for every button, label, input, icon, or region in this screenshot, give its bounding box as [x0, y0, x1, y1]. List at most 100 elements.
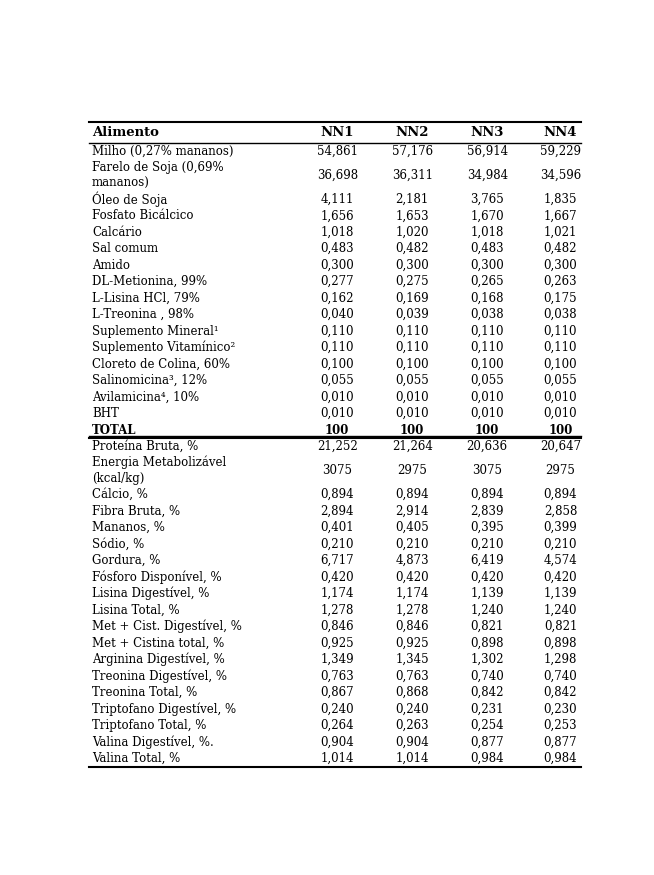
Text: 0,210: 0,210: [396, 537, 429, 550]
Text: 1,278: 1,278: [396, 604, 429, 617]
Text: 1,345: 1,345: [396, 653, 429, 666]
Text: 0,740: 0,740: [470, 669, 504, 682]
Text: NN1: NN1: [320, 126, 354, 139]
Text: 0,277: 0,277: [320, 276, 354, 288]
Text: 0,100: 0,100: [543, 358, 577, 371]
Text: 0,110: 0,110: [320, 325, 354, 338]
Text: 0,010: 0,010: [470, 390, 504, 403]
Text: 0,110: 0,110: [470, 341, 504, 354]
Text: 0,483: 0,483: [470, 242, 504, 256]
Text: Energia Metabolizável: Energia Metabolizável: [92, 456, 226, 470]
Text: Calcário: Calcário: [92, 226, 142, 239]
Text: 6,419: 6,419: [470, 554, 504, 567]
Text: 4,873: 4,873: [396, 554, 429, 567]
Text: 100: 100: [325, 424, 349, 437]
Text: Avilamicina⁴, 10%: Avilamicina⁴, 10%: [92, 390, 199, 403]
Text: 0,925: 0,925: [320, 636, 354, 649]
Text: 0,401: 0,401: [320, 521, 354, 534]
Text: 54,861: 54,861: [317, 145, 358, 158]
Text: 0,925: 0,925: [396, 636, 429, 649]
Text: 2,894: 2,894: [320, 505, 354, 517]
Text: 0,300: 0,300: [395, 259, 429, 272]
Text: 1,278: 1,278: [320, 604, 354, 617]
Text: 0,894: 0,894: [470, 488, 504, 501]
Text: Sódio, %: Sódio, %: [92, 537, 144, 550]
Text: 0,821: 0,821: [470, 620, 504, 633]
Text: 57,176: 57,176: [392, 145, 433, 158]
Text: Treonina Digestível, %: Treonina Digestível, %: [92, 669, 227, 682]
Text: 1,174: 1,174: [396, 587, 429, 600]
Text: 0,894: 0,894: [543, 488, 577, 501]
Text: 1,020: 1,020: [396, 226, 429, 239]
Text: Fósforo Disponível, %: Fósforo Disponível, %: [92, 570, 222, 584]
Text: 1,240: 1,240: [470, 604, 504, 617]
Text: 4,574: 4,574: [543, 554, 577, 567]
Text: 0,894: 0,894: [396, 488, 429, 501]
Text: NN3: NN3: [470, 126, 504, 139]
Text: 0,210: 0,210: [320, 537, 354, 550]
Text: 0,110: 0,110: [396, 325, 429, 338]
Text: 1,670: 1,670: [470, 209, 504, 222]
Text: Alimento: Alimento: [92, 126, 159, 139]
Text: 20,636: 20,636: [467, 440, 508, 453]
Text: Mananos, %: Mananos, %: [92, 521, 165, 534]
Text: 20,647: 20,647: [540, 440, 581, 453]
Text: 0,482: 0,482: [396, 242, 429, 256]
Text: 0,010: 0,010: [543, 407, 577, 420]
Text: 0,904: 0,904: [320, 735, 354, 748]
Text: 0,846: 0,846: [396, 620, 429, 633]
Text: 0,763: 0,763: [395, 669, 429, 682]
Text: L-Treonina , 98%: L-Treonina , 98%: [92, 308, 194, 321]
Text: 0,175: 0,175: [543, 291, 577, 304]
Text: 0,399: 0,399: [543, 521, 577, 534]
Text: 2975: 2975: [545, 464, 576, 477]
Text: 1,298: 1,298: [543, 653, 577, 666]
Text: Suplemento Mineral¹: Suplemento Mineral¹: [92, 325, 218, 338]
Text: 36,311: 36,311: [392, 169, 433, 182]
Text: BHT: BHT: [92, 407, 119, 420]
Text: 100: 100: [400, 424, 424, 437]
Text: Gordura, %: Gordura, %: [92, 554, 160, 567]
Text: 1,653: 1,653: [396, 209, 429, 222]
Text: 56,914: 56,914: [467, 145, 508, 158]
Text: 0,821: 0,821: [543, 620, 577, 633]
Text: 3075: 3075: [322, 464, 353, 477]
Text: 0,039: 0,039: [395, 308, 429, 321]
Text: 0,846: 0,846: [320, 620, 354, 633]
Text: 0,010: 0,010: [320, 407, 354, 420]
Text: 6,717: 6,717: [320, 554, 354, 567]
Text: NN4: NN4: [543, 126, 577, 139]
Text: Fibra Bruta, %: Fibra Bruta, %: [92, 505, 180, 517]
Text: 0,420: 0,420: [543, 570, 577, 584]
Text: 100: 100: [475, 424, 500, 437]
Text: Met + Cistina total, %: Met + Cistina total, %: [92, 636, 224, 649]
Text: 0,482: 0,482: [543, 242, 577, 256]
Text: Óleo de Soja: Óleo de Soja: [92, 192, 167, 207]
Text: 0,230: 0,230: [543, 703, 577, 716]
Text: 1,240: 1,240: [543, 604, 577, 617]
Text: 0,110: 0,110: [320, 341, 354, 354]
Text: Valina Total, %: Valina Total, %: [92, 752, 180, 765]
Text: Amido: Amido: [92, 259, 130, 272]
Text: 0,300: 0,300: [543, 259, 577, 272]
Text: Fosfato Bicálcico: Fosfato Bicálcico: [92, 209, 194, 222]
Text: 0,010: 0,010: [396, 407, 429, 420]
Text: 1,021: 1,021: [543, 226, 577, 239]
Text: 21,264: 21,264: [392, 440, 433, 453]
Text: 0,984: 0,984: [543, 752, 577, 765]
Text: 3,765: 3,765: [470, 192, 504, 206]
Text: 1,014: 1,014: [320, 752, 354, 765]
Text: 0,010: 0,010: [320, 390, 354, 403]
Text: 0,275: 0,275: [396, 276, 429, 288]
Text: Lisina Total, %: Lisina Total, %: [92, 604, 179, 617]
Text: Proteína Bruta, %: Proteína Bruta, %: [92, 440, 198, 453]
Text: 4,111: 4,111: [320, 192, 354, 206]
Text: 1,174: 1,174: [320, 587, 354, 600]
Text: 0,055: 0,055: [470, 374, 504, 387]
Text: 0,055: 0,055: [320, 374, 354, 387]
Text: Triptofano Digestível, %: Triptofano Digestível, %: [92, 702, 236, 716]
Text: 0,253: 0,253: [543, 719, 577, 732]
Text: 0,263: 0,263: [543, 276, 577, 288]
Text: 0,038: 0,038: [470, 308, 504, 321]
Text: 0,010: 0,010: [470, 407, 504, 420]
